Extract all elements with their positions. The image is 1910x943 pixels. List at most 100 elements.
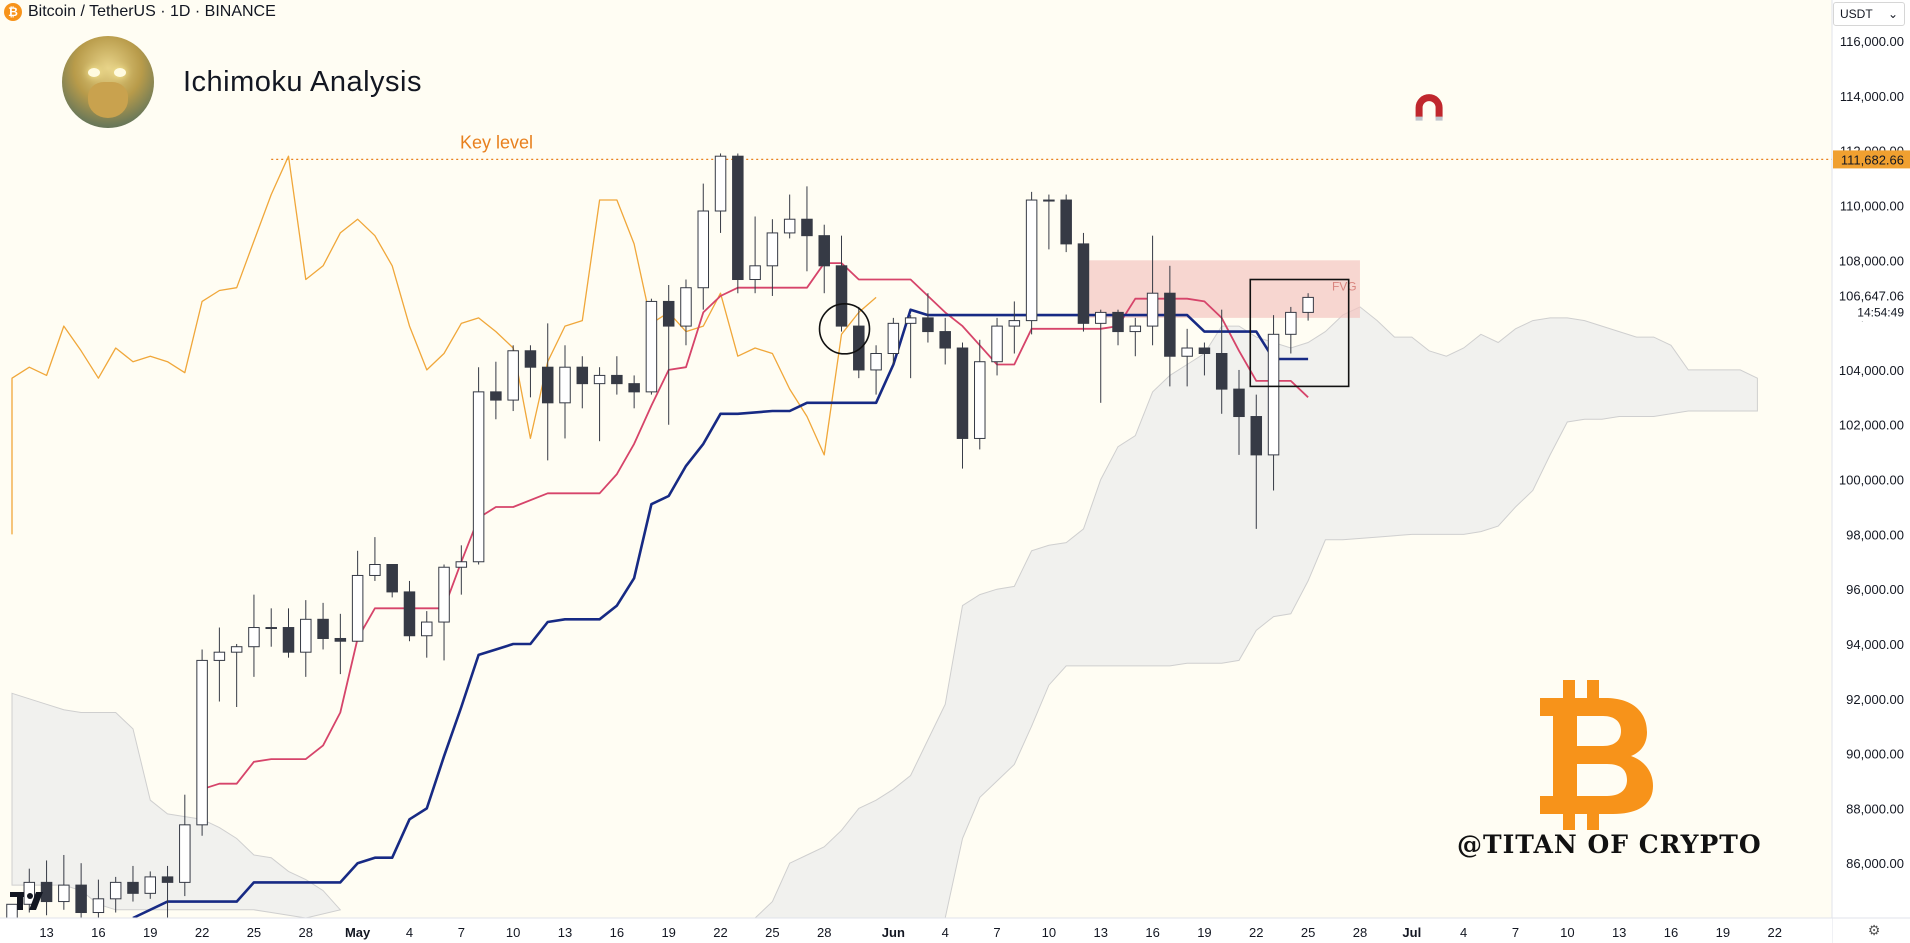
candle[interactable] bbox=[1164, 265, 1176, 387]
candle[interactable] bbox=[956, 342, 969, 469]
candle[interactable] bbox=[1250, 394, 1263, 529]
candle[interactable] bbox=[317, 602, 329, 650]
candle[interactable] bbox=[144, 871, 157, 899]
magnet-icon[interactable] bbox=[1415, 94, 1443, 121]
candle[interactable] bbox=[1060, 194, 1072, 253]
candle[interactable] bbox=[40, 860, 53, 916]
candle[interactable] bbox=[939, 317, 951, 365]
crossover-circle[interactable] bbox=[818, 303, 871, 355]
time-tick-label: 19 bbox=[1197, 925, 1211, 940]
candle[interactable] bbox=[300, 600, 312, 677]
candle-body-bull bbox=[559, 366, 571, 404]
candle[interactable] bbox=[369, 537, 381, 581]
candle[interactable] bbox=[870, 345, 882, 395]
candle[interactable] bbox=[1094, 309, 1107, 403]
candle[interactable] bbox=[818, 224, 830, 294]
candle[interactable] bbox=[403, 580, 416, 642]
candle[interactable] bbox=[248, 594, 260, 677]
candle[interactable] bbox=[991, 317, 1003, 376]
candle[interactable] bbox=[662, 284, 675, 425]
gear-icon[interactable]: ⚙ bbox=[1867, 922, 1881, 938]
time-tick-label: 22 bbox=[1249, 925, 1263, 940]
candle-body-bull bbox=[92, 898, 105, 914]
highlight-box[interactable] bbox=[1249, 278, 1350, 388]
candle[interactable] bbox=[1025, 191, 1038, 335]
candle[interactable] bbox=[179, 794, 191, 897]
candle[interactable] bbox=[213, 627, 226, 702]
candle[interactable] bbox=[455, 545, 468, 595]
candle-body-bull bbox=[1181, 347, 1193, 357]
candle[interactable] bbox=[58, 854, 70, 910]
candle[interactable] bbox=[749, 216, 761, 294]
candle[interactable] bbox=[974, 339, 986, 450]
last-price-tag bbox=[1833, 287, 1910, 322]
magnet-tip-right bbox=[1435, 116, 1443, 121]
candle[interactable] bbox=[1008, 301, 1021, 354]
candle[interactable] bbox=[334, 613, 347, 675]
candle[interactable] bbox=[801, 186, 813, 272]
candle[interactable] bbox=[75, 863, 87, 924]
candle[interactable] bbox=[541, 323, 554, 461]
candle[interactable] bbox=[766, 219, 779, 296]
candle[interactable] bbox=[1043, 194, 1055, 250]
candle[interactable] bbox=[835, 235, 848, 332]
candle-body-bull bbox=[248, 627, 260, 648]
candle[interactable] bbox=[109, 876, 122, 913]
time-tick-label: 13 bbox=[1094, 925, 1108, 940]
symbol-header[interactable]: ₿ Bitcoin / TetherUS · 1D · BINANCE bbox=[4, 3, 276, 21]
candle[interactable] bbox=[472, 367, 485, 565]
candle[interactable] bbox=[351, 550, 364, 642]
key-level-price-tag bbox=[1833, 150, 1910, 169]
time-tick-label: Jun bbox=[882, 925, 905, 940]
candle[interactable] bbox=[887, 317, 900, 365]
candle-body-bear bbox=[317, 618, 329, 639]
time-axis[interactable] bbox=[0, 918, 1832, 943]
candle[interactable] bbox=[680, 279, 692, 346]
candle[interactable] bbox=[490, 361, 502, 420]
currency-unit-select[interactable]: USDT ⌄ bbox=[1833, 2, 1905, 26]
candle[interactable] bbox=[282, 608, 295, 658]
candle[interactable] bbox=[576, 356, 589, 409]
candle[interactable] bbox=[1077, 232, 1090, 332]
candle[interactable] bbox=[1181, 328, 1193, 387]
candle[interactable] bbox=[421, 611, 433, 658]
candle[interactable] bbox=[904, 315, 917, 379]
candle[interactable] bbox=[628, 375, 640, 409]
time-tick-label: 13 bbox=[1612, 925, 1626, 940]
candle[interactable] bbox=[524, 345, 537, 398]
candle[interactable] bbox=[593, 367, 606, 442]
candle[interactable] bbox=[161, 865, 174, 918]
candle[interactable] bbox=[1198, 342, 1211, 376]
candle[interactable] bbox=[714, 153, 727, 233]
candle[interactable] bbox=[265, 608, 277, 647]
candle[interactable] bbox=[507, 345, 519, 412]
candle[interactable] bbox=[438, 564, 450, 661]
candle[interactable] bbox=[1233, 369, 1245, 455]
candle[interactable] bbox=[783, 194, 796, 239]
fvg-zone[interactable] bbox=[1083, 260, 1360, 318]
candle-body-bull bbox=[766, 232, 779, 267]
tradingview-logo[interactable] bbox=[10, 892, 43, 910]
candle[interactable] bbox=[386, 564, 398, 598]
time-tick-label: 7 bbox=[1512, 925, 1519, 940]
candle[interactable] bbox=[1267, 315, 1280, 491]
candle[interactable] bbox=[732, 153, 744, 294]
candle-body-bull bbox=[870, 352, 882, 371]
candle[interactable] bbox=[853, 306, 865, 379]
candle[interactable] bbox=[645, 298, 658, 395]
candle[interactable] bbox=[559, 345, 571, 439]
candle[interactable] bbox=[230, 643, 243, 707]
candle[interactable] bbox=[1285, 306, 1297, 354]
candle[interactable] bbox=[1112, 309, 1124, 346]
candle[interactable] bbox=[611, 356, 623, 395]
candle[interactable] bbox=[1129, 317, 1142, 357]
candle[interactable] bbox=[1215, 309, 1228, 414]
candle[interactable] bbox=[196, 649, 208, 836]
candle[interactable] bbox=[697, 183, 710, 310]
candle-body-bull bbox=[369, 564, 381, 576]
candle[interactable] bbox=[922, 293, 934, 343]
candle[interactable] bbox=[127, 865, 139, 902]
candle[interactable] bbox=[1146, 235, 1159, 346]
candle[interactable] bbox=[1302, 293, 1314, 321]
